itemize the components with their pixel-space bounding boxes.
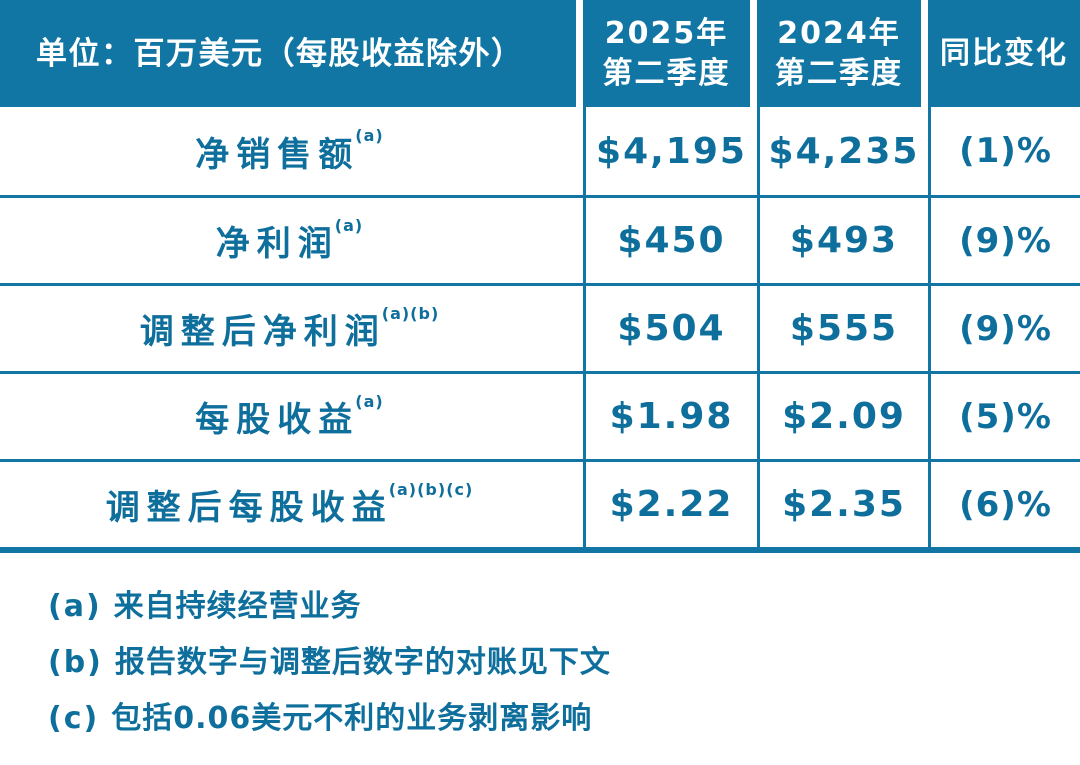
value-2025-cell: $2.22 [583,462,757,547]
row-label: 调整后净利润(a)(b) [139,303,440,352]
change-cell: (9)% [928,198,1080,283]
footnote-text: 报告数字与调整后数字的对账见下文 [114,645,611,680]
footnote-ref: (a) [355,391,384,411]
footnote-marker: (b) [48,645,103,680]
row-label: 净销售额(a) [195,126,384,175]
header-2025-q2-cell: 2025年 第二季度 [583,0,757,107]
value-2024-cell: $493 [757,198,928,283]
header-change-label: 同比变化 [940,35,1068,71]
header-2025-line1: 2025年 [604,15,729,51]
header-2024-q2-cell: 2024年 第二季度 [757,0,928,107]
value-2025-cell: $1.98 [583,374,757,459]
footnote-c: (c) 包括0.06美元不利的业务剥离影响 [48,699,1080,739]
financial-highlights-table: 单位：百万美元（每股收益除外） 2025年 第二季度 2024年 第二季度 同比… [0,0,1080,553]
footnote-text: 包括0.06美元不利的业务剥离影响 [111,701,593,736]
value-2025-cell: $504 [583,286,757,371]
footnote-marker: (a) [48,589,102,624]
table-row-adjusted-net-income: 调整后净利润(a)(b) $504 $555 (9)% [0,283,1080,371]
row-label: 每股收益(a) [195,391,384,440]
row-label-cell: 调整后每股收益(a)(b)(c) [0,462,583,547]
row-label-cell: 每股收益(a) [0,374,583,459]
value-2024-cell: $4,235 [757,107,928,195]
row-label-cell: 净利润(a) [0,198,583,283]
table-row-net-income: 净利润(a) $450 $493 (9)% [0,195,1080,283]
value-2024-cell: $555 [757,286,928,371]
footnote-ref: (a)(b)(c) [388,479,474,499]
table-row-net-sales: 净销售额(a) $4,195 $4,235 (1)% [0,107,1080,195]
table-row-eps: 每股收益(a) $1.98 $2.09 (5)% [0,371,1080,459]
row-label: 调整后每股收益(a)(b)(c) [105,479,474,528]
footnote-ref: (a) [355,126,384,146]
footnote-ref: (a) [334,215,364,235]
row-label-cell: 净销售额(a) [0,107,583,195]
value-2024-cell: $2.09 [757,374,928,459]
header-units-cell: 单位：百万美元（每股收益除外） [0,0,583,107]
footnote-text: 来自持续经营业务 [113,589,362,624]
value-2024-cell: $2.35 [757,462,928,547]
header-2024-line2: 第二季度 [775,55,903,91]
change-cell: (5)% [928,374,1080,459]
table-header-row: 单位：百万美元（每股收益除外） 2025年 第二季度 2024年 第二季度 同比… [0,0,1080,107]
row-label: 净利润(a) [215,215,364,264]
value-2025-cell: $4,195 [583,107,757,195]
change-cell: (9)% [928,286,1080,371]
change-cell: (1)% [928,107,1080,195]
footnote-marker: (c) [48,701,100,736]
table-row-adjusted-eps: 调整后每股收益(a)(b)(c) $2.22 $2.35 (6)% [0,459,1080,547]
footnote-b: (b) 报告数字与调整后数字的对账见下文 [48,643,1080,683]
header-2024-line1: 2024年 [777,15,901,51]
footnote-ref: (a)(b) [381,303,440,323]
header-change-cell: 同比变化 [928,0,1080,107]
change-cell: (6)% [928,462,1080,547]
value-2025-cell: $450 [583,198,757,283]
footnotes: (a) 来自持续经营业务 (b) 报告数字与调整后数字的对账见下文 (c) 包括… [0,553,1080,739]
header-2025-line2: 第二季度 [602,55,731,91]
row-label-cell: 调整后净利润(a)(b) [0,286,583,371]
units-label: 单位：百万美元（每股收益除外） [36,35,524,72]
footnote-a: (a) 来自持续经营业务 [48,587,1080,627]
